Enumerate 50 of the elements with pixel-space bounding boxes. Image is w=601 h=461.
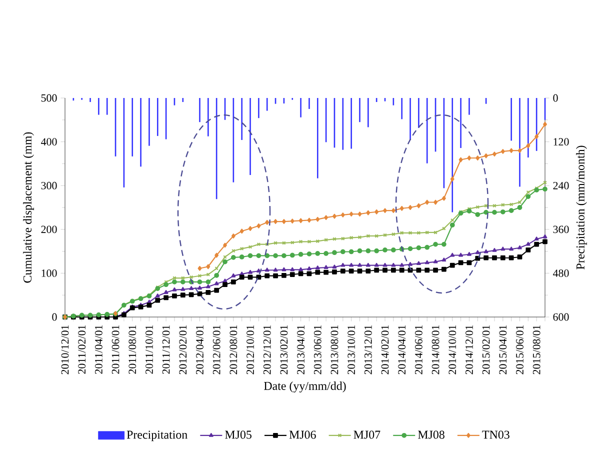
y-tick-label: 100 bbox=[42, 270, 57, 277]
x-tick-label: 2011/06/01 bbox=[112, 325, 120, 374]
legend-label: MJ05 bbox=[225, 430, 252, 439]
x-tick-label: 2013/08/01 bbox=[330, 325, 338, 374]
x-tick-label: 2013/04/01 bbox=[297, 325, 304, 374]
x-tick-label: 2014/02/01 bbox=[381, 325, 389, 374]
y2-tick-label: 0 bbox=[553, 94, 558, 102]
x-tick-label: 2012/06/01 bbox=[212, 325, 220, 374]
x-tick-label: 2011/12/01 bbox=[162, 325, 170, 374]
legend-label: MJ08 bbox=[418, 430, 444, 439]
x-tick-label: 2014/08/01 bbox=[432, 325, 440, 374]
x-tick-label: 2014/04/01 bbox=[398, 325, 406, 374]
y-tick-label: 400 bbox=[41, 138, 57, 146]
x-tick-label: 2012/04/01 bbox=[196, 325, 204, 374]
y2-tick-label: 360 bbox=[553, 226, 569, 234]
x-axis-title: Date (yy/mm/dd) bbox=[264, 382, 346, 392]
y2-tick-label: 600 bbox=[553, 313, 569, 321]
x-tick-label: 2010/12/01 bbox=[61, 325, 69, 374]
x-tick-label: 2011/08/01 bbox=[128, 325, 136, 374]
x-tick-label: 2011/02/01 bbox=[78, 325, 86, 374]
y-axis-title: Cumulative displacement (mm) bbox=[23, 132, 34, 283]
y2-axis-title: Precipitation (mm/month) bbox=[576, 146, 587, 270]
legend-label: MJ07 bbox=[354, 430, 380, 439]
x-tick-label: 2014/12/01 bbox=[466, 325, 473, 374]
legend-label: Precipitation bbox=[126, 430, 188, 442]
y2-tick-label: 120 bbox=[554, 138, 569, 146]
legend-label: MJ06 bbox=[289, 430, 316, 439]
x-tick-label: 2013/02/01 bbox=[280, 325, 288, 374]
y2-tick-label: 240 bbox=[553, 182, 569, 190]
x-tick-label: 2011/10/01 bbox=[146, 325, 153, 374]
x-tick-label: 2012/12/01 bbox=[263, 325, 271, 374]
x-tick-label: 2014/10/01 bbox=[448, 325, 456, 374]
x-tick-label: 2013/06/01 bbox=[314, 325, 322, 374]
y2-tick-label: 480 bbox=[552, 270, 569, 277]
x-tick-label: 2012/08/01 bbox=[230, 325, 238, 374]
y-tick-label: 500 bbox=[41, 94, 57, 102]
x-tick-label: 2012/10/01 bbox=[246, 325, 254, 374]
y-tick-label: 0 bbox=[52, 313, 57, 321]
x-tick-label: 2011/04/01 bbox=[94, 325, 102, 374]
x-tick-label: 2013/10/01 bbox=[348, 325, 356, 374]
x-tick-label: 2013/12/01 bbox=[364, 325, 372, 374]
legend-label: TN03 bbox=[482, 430, 510, 439]
y-tick-label: 300 bbox=[41, 182, 57, 190]
x-tick-label: 2015/08/01 bbox=[532, 325, 540, 374]
x-tick-label: 2015/02/01 bbox=[482, 325, 490, 374]
x-tick-label: 2014/06/01 bbox=[414, 325, 422, 374]
y-tick-label: 200 bbox=[41, 226, 57, 234]
x-tick-label: 2015/06/01 bbox=[516, 325, 524, 374]
x-tick-label: 2012/02/01 bbox=[179, 325, 187, 374]
x-tick-label: 2015/04/01 bbox=[499, 325, 507, 374]
